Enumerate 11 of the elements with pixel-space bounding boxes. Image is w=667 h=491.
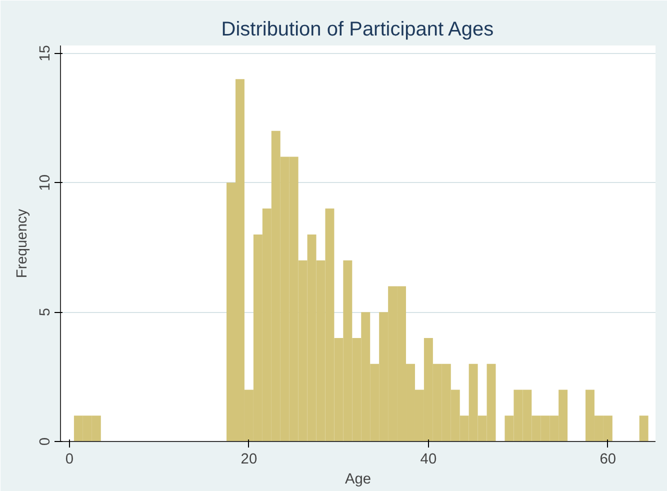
- y-tick-label: 15: [38, 45, 54, 62]
- x-tick-label: 0: [65, 452, 74, 468]
- y-axis-title: Frequency: [14, 208, 30, 278]
- x-tick-label: 60: [600, 452, 616, 468]
- y-tick-label: 10: [38, 174, 54, 191]
- x-axis-title: Age: [344, 472, 372, 488]
- x-tick-label: 20: [240, 452, 258, 468]
- x-tick-label: 40: [420, 452, 437, 468]
- chart-title: Distribution of Participant Ages: [221, 18, 494, 40]
- y-tick-label: 5: [38, 308, 54, 316]
- y-tick-label: 0: [38, 437, 54, 446]
